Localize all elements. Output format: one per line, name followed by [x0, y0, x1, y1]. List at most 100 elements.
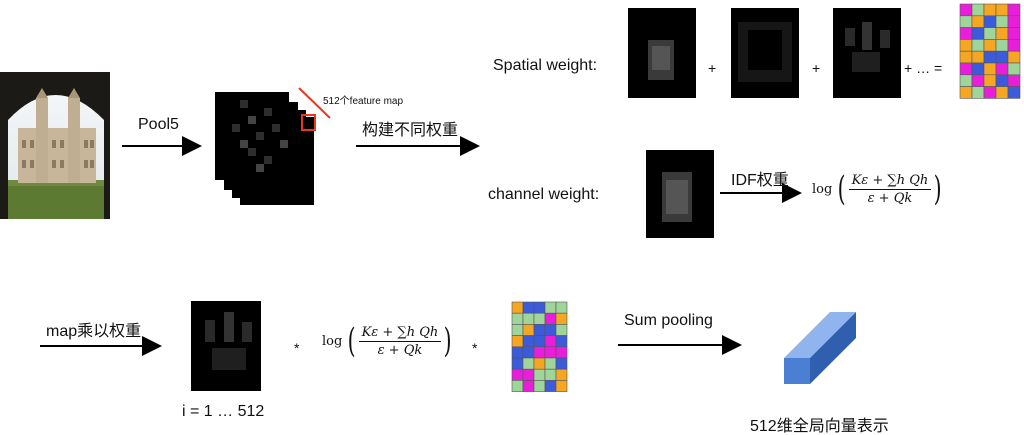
grid-cell	[959, 62, 973, 76]
grid-cell	[1007, 27, 1021, 40]
grid-cell	[555, 368, 568, 381]
grid-cell	[983, 50, 997, 64]
formula-numerator: Kε + ∑h Qh	[358, 325, 442, 342]
grid-cell	[511, 368, 524, 381]
grid-cell	[971, 62, 985, 76]
grid-cell	[544, 346, 557, 359]
grid-cell	[533, 301, 546, 314]
grid-cell	[1007, 86, 1021, 99]
grid-cell	[522, 368, 535, 381]
grid-cell	[533, 380, 546, 392]
color-grid-top	[959, 3, 1021, 99]
formula-numerator: Kε + ∑h Qh	[848, 173, 932, 190]
grid-cell	[971, 74, 985, 87]
grid-cell	[511, 312, 524, 325]
grid-cell	[544, 324, 557, 336]
grid-cell	[522, 346, 535, 359]
grid-cell	[544, 357, 557, 370]
color-grid-bottom	[511, 301, 568, 392]
spatial-heatmap-3	[833, 8, 901, 98]
grid-cell	[544, 368, 557, 381]
grid-cell	[995, 86, 1009, 99]
grid-cell	[983, 27, 997, 40]
op-plus-ellipsis-equals: + … =	[904, 60, 943, 76]
idf-formula-bottom: log ( Kε + ∑h Qh ε + Qk )	[322, 321, 452, 361]
op-times-2: *	[472, 340, 478, 356]
red-line	[298, 87, 331, 119]
grid-cell	[983, 74, 997, 87]
grid-cell	[1007, 50, 1021, 64]
grid-cell	[995, 3, 1009, 17]
grid-cell	[555, 380, 568, 392]
label-index-range: i = 1 … 512	[182, 403, 265, 420]
grid-cell	[1007, 39, 1021, 52]
label-idf-weight: IDF权重	[731, 172, 789, 189]
op-plus-1: +	[708, 60, 717, 76]
grid-cell	[995, 74, 1009, 87]
grid-cell	[555, 357, 568, 370]
building-photo	[0, 72, 110, 219]
label-sum-pooling: Sum pooling	[624, 312, 713, 329]
grid-cell	[544, 335, 557, 348]
grid-cell	[983, 39, 997, 52]
grid-cell	[511, 346, 524, 359]
op-times-1: *	[294, 340, 300, 356]
grid-cell	[544, 312, 557, 325]
grid-cell	[555, 312, 568, 325]
spatial-heatmap-1	[628, 8, 696, 98]
grid-cell	[1007, 15, 1021, 28]
grid-cell	[995, 39, 1009, 52]
grid-cell	[511, 324, 524, 336]
grid-cell	[533, 357, 546, 370]
grid-cell	[959, 86, 973, 99]
highlight-box	[301, 114, 316, 131]
grid-cell	[511, 335, 524, 348]
grid-cell	[959, 39, 973, 52]
grid-cell	[959, 74, 973, 87]
grid-cell	[522, 357, 535, 370]
label-vector-repr: 512维全局向量表示	[750, 418, 889, 435]
grid-cell	[533, 368, 546, 381]
grid-cell	[959, 15, 973, 28]
grid-cell	[971, 39, 985, 52]
grid-cell	[555, 346, 568, 359]
spatial-heatmap-2	[731, 8, 799, 98]
grid-cell	[555, 324, 568, 336]
label-feature-maps-note: 512个feature map	[323, 96, 404, 107]
grid-cell	[522, 335, 535, 348]
grid-cell	[555, 301, 568, 314]
grid-cell	[971, 15, 985, 28]
label-pool5: Pool5	[138, 116, 179, 133]
grid-cell	[522, 324, 535, 336]
grid-cell	[995, 27, 1009, 40]
grid-cell	[959, 3, 973, 17]
grid-cell	[1007, 74, 1021, 87]
grid-cell	[995, 50, 1009, 64]
grid-cell	[995, 62, 1009, 76]
grid-cell	[533, 324, 546, 336]
grid-cell	[959, 27, 973, 40]
grid-cell	[522, 301, 535, 314]
grid-cell	[544, 301, 557, 314]
formula-log: log	[322, 333, 343, 349]
grid-cell	[555, 335, 568, 348]
feature-map-stack	[215, 87, 331, 205]
grid-cell	[533, 312, 546, 325]
grid-cell	[511, 301, 524, 314]
feature-map-i	[191, 301, 261, 391]
grid-cell	[1007, 62, 1021, 76]
label-build-weights: 构建不同权重	[362, 122, 459, 139]
grid-cell	[971, 86, 985, 99]
grid-cell	[983, 86, 997, 99]
channel-heatmap	[646, 150, 714, 238]
grid-cell	[1007, 3, 1021, 17]
grid-cell	[522, 380, 535, 392]
vector-bar-icon	[784, 312, 856, 384]
label-channel-weight: channel weight:	[488, 186, 600, 203]
grid-cell	[533, 335, 546, 348]
grid-cell	[971, 27, 985, 40]
formula-denominator: ε + Qk	[867, 190, 913, 206]
grid-cell	[522, 312, 535, 325]
label-spatial-weight: Spatial weight:	[493, 57, 598, 74]
